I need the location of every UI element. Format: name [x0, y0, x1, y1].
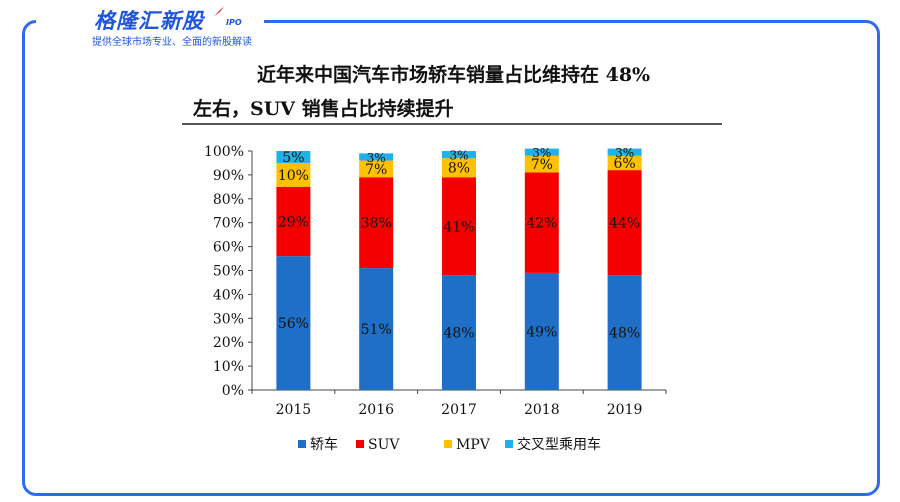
legend-label: 交叉型乘用车: [517, 436, 601, 453]
bar-segment: [276, 151, 311, 163]
bar-segment: [607, 148, 642, 156]
bar-segment: [442, 151, 476, 159]
y-tick-label: 90%: [213, 168, 244, 184]
y-tick-label: 60%: [213, 240, 244, 256]
y-tick-label: 30%: [213, 311, 244, 327]
bar-segment: [442, 275, 476, 390]
data-label: 3%: [449, 149, 468, 163]
data-label: 3%: [615, 146, 634, 160]
bar-segment: [276, 186, 311, 257]
bar-segment: [359, 160, 394, 178]
bar-segment: [524, 272, 559, 390]
data-label: 38%: [361, 216, 392, 232]
legend-swatch: [298, 440, 306, 448]
legend-swatch: [356, 440, 364, 448]
data-label: 48%: [443, 326, 474, 342]
logo-spark-icon: [214, 6, 224, 16]
bar-segment: [276, 256, 311, 390]
y-tick-label: 50%: [213, 264, 244, 280]
legend-label: SUV: [368, 437, 400, 453]
bar-segment: [276, 162, 311, 187]
legend-swatch: [444, 440, 452, 448]
bar-segment: [442, 177, 476, 276]
bar-segment: [359, 153, 394, 161]
bar-segment: [359, 268, 394, 390]
data-label: 6%: [613, 156, 635, 172]
data-label: 49%: [526, 324, 557, 340]
y-tick-label: 70%: [213, 216, 244, 232]
brand-logo[interactable]: 格隆汇新股 IPO 提供全球市场专业、全面的新股解读: [36, 2, 264, 48]
title-underline: [182, 123, 722, 125]
bar-segment: [524, 155, 559, 173]
data-label: 3%: [532, 146, 551, 160]
logo-badge: IPO: [226, 18, 242, 27]
data-label: 7%: [365, 162, 387, 178]
data-label: 51%: [361, 322, 392, 338]
bar-segment: [607, 155, 642, 171]
data-label: 10%: [278, 168, 309, 184]
bar-segment: [359, 177, 394, 269]
logo-tagline: 提供全球市场专业、全面的新股解读: [92, 37, 252, 48]
bar-segment: [442, 158, 476, 178]
x-tick-label: 2017: [441, 402, 477, 418]
data-label: 41%: [443, 219, 474, 235]
x-tick-label: 2018: [524, 402, 560, 418]
bar-segment: [607, 275, 642, 390]
data-label: 42%: [526, 216, 557, 232]
bar-segment: [524, 172, 559, 273]
y-tick-label: 0%: [222, 383, 244, 399]
bar-segment: [524, 148, 559, 156]
y-tick-label: 100%: [204, 144, 244, 160]
bar-segment: [607, 170, 642, 276]
y-tick-label: 20%: [213, 335, 244, 351]
data-label: 56%: [278, 316, 309, 332]
chart-title-line-1: 近年来中国汽车市场轿车销量占比维持在 48%: [257, 64, 651, 86]
legend-label: MPV: [456, 437, 491, 453]
y-tick-label: 40%: [213, 287, 244, 303]
data-label: 7%: [531, 157, 553, 173]
y-tick-label: 80%: [213, 192, 244, 208]
legend-label: 轿车: [310, 436, 338, 453]
x-tick-label: 2015: [276, 402, 312, 418]
legend-swatch: [505, 440, 513, 448]
data-label: 48%: [609, 326, 640, 342]
x-tick-label: 2019: [607, 402, 643, 418]
x-tick-label: 2016: [358, 402, 394, 418]
data-label: 44%: [609, 216, 640, 232]
chart-title-line-2: 左右，SUV 销售占比持续提升: [193, 98, 454, 120]
y-tick-label: 10%: [213, 359, 244, 375]
logo-name: 格隆汇新股: [94, 9, 204, 33]
data-label: 5%: [282, 150, 304, 166]
data-label: 8%: [448, 161, 470, 177]
data-label: 29%: [278, 215, 309, 231]
data-label: 3%: [367, 151, 386, 165]
